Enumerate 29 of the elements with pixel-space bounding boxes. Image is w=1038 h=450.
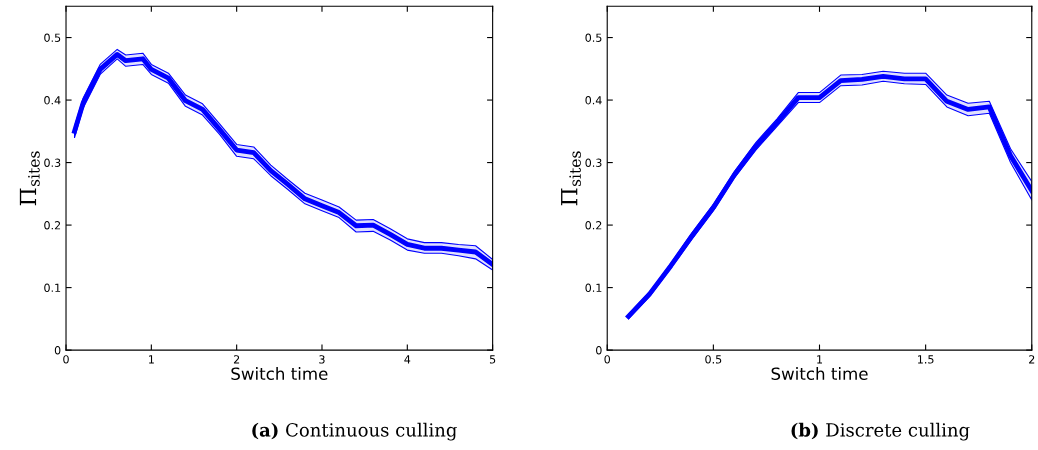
- y-axis-title: Π$_{sites}$: [19, 151, 40, 206]
- y-tick-label: 0.4: [44, 96, 61, 105]
- x-tick-label: 0.5: [705, 355, 722, 364]
- y-tick-label: 0.1: [44, 283, 61, 292]
- x-tick-label: 0: [604, 355, 611, 364]
- x-tick-label: 5: [489, 355, 496, 364]
- x-tick-label: 1: [817, 355, 823, 364]
- y-tick-label: 0.4: [585, 96, 602, 105]
- x-axis-title: Switch time: [231, 367, 328, 380]
- y-tick-label: 0.2: [44, 221, 61, 230]
- x-tick-label: 0: [63, 355, 69, 364]
- x-tick-label: 2: [1029, 355, 1035, 364]
- y-tick-label: 0.5: [44, 33, 61, 42]
- x-tick-label: 3: [319, 355, 325, 364]
- y-axis-title: Π$_{sites}$: [561, 151, 581, 206]
- text: (a) Continuous culling: [252, 422, 457, 441]
- x-axis-title: Switch time: [771, 367, 868, 380]
- x-tick-label: 4: [404, 355, 411, 364]
- x-tick-label: 1: [149, 355, 154, 364]
- y-tick-label: 0.3: [585, 158, 602, 167]
- y-tick-label: 0.3: [44, 158, 61, 167]
- x-tick-label: 1.5: [918, 355, 934, 364]
- y-tick-label: 0: [596, 346, 602, 355]
- y-tick-label: 0.5: [585, 33, 602, 42]
- text: (b) Discrete culling: [791, 422, 970, 441]
- x-tick-label: 2: [233, 355, 240, 364]
- y-tick-label: 0.1: [585, 283, 602, 292]
- y-tick-label: 0: [54, 346, 61, 355]
- y-tick-label: 0.2: [585, 221, 602, 230]
